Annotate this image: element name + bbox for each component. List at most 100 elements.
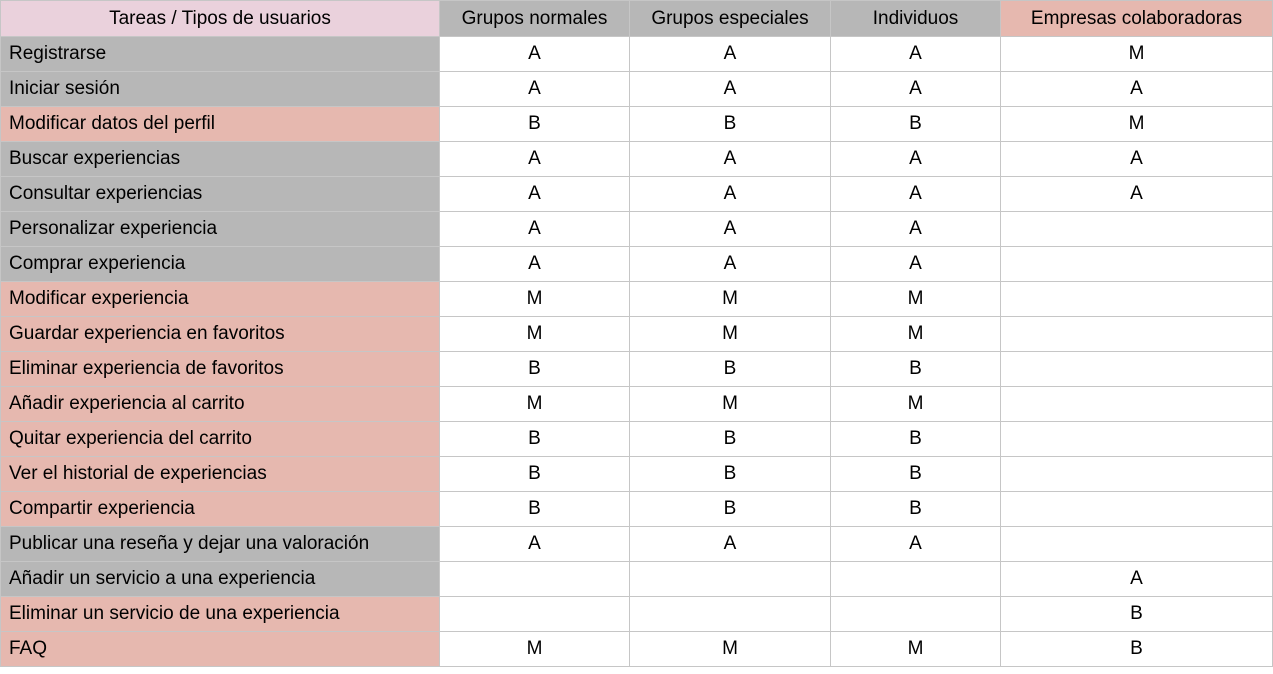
priority-cell: A <box>439 246 630 282</box>
priority-cell: A <box>439 71 630 107</box>
table-row: Ver el historial de experiencias B B B <box>0 456 1273 492</box>
priority-cell <box>1000 386 1273 422</box>
priority-cell <box>1000 351 1273 387</box>
priority-cell: B <box>439 351 630 387</box>
task-label: Personalizar experiencia <box>0 211 440 247</box>
priority-cell <box>629 561 831 597</box>
priority-cell: B <box>439 106 630 142</box>
priority-cell: A <box>629 141 831 177</box>
priority-cell: B <box>629 491 831 527</box>
priority-cell <box>1000 526 1273 562</box>
priority-cell: M <box>1000 36 1273 72</box>
priority-cell: M <box>629 386 831 422</box>
priority-cell: M <box>830 281 1001 317</box>
priority-cell: B <box>439 421 630 457</box>
table-body: Registrarse A A A M Iniciar sesión A A A A Modific… <box>0 36 1273 667</box>
table-row: Guardar experiencia en favoritos M M M <box>0 316 1273 352</box>
task-label: Buscar experiencias <box>0 141 440 177</box>
table-row: FAQ M M M B <box>0 631 1273 667</box>
priority-cell: A <box>439 526 630 562</box>
priority-cell: A <box>830 36 1001 72</box>
priority-cell: B <box>629 106 831 142</box>
task-label: Modificar datos del perfil <box>0 106 440 142</box>
priority-cell <box>1000 246 1273 282</box>
priority-cell: B <box>830 351 1001 387</box>
task-label: Iniciar sesión <box>0 71 440 107</box>
table-row: Eliminar experiencia de favoritos B B B <box>0 351 1273 387</box>
priority-cell: M <box>439 316 630 352</box>
priority-cell: A <box>830 71 1001 107</box>
priority-cell: M <box>629 281 831 317</box>
table-row: Modificar experiencia M M M <box>0 281 1273 317</box>
priority-cell: A <box>830 176 1001 212</box>
priority-cell: A <box>830 211 1001 247</box>
task-label: Guardar experiencia en favoritos <box>0 316 440 352</box>
priority-cell: B <box>830 421 1001 457</box>
priority-cell: M <box>830 631 1001 667</box>
priority-cell: B <box>830 491 1001 527</box>
header-tasks-user-types: Tareas / Tipos de usuarios <box>0 0 440 37</box>
table-row: Registrarse A A A M <box>0 36 1273 72</box>
priority-cell: B <box>629 456 831 492</box>
table-row: Modificar datos del perfil B B B M <box>0 106 1273 142</box>
task-label: FAQ <box>0 631 440 667</box>
priority-cell: A <box>439 211 630 247</box>
table-row: Consultar experiencias A A A A <box>0 176 1273 212</box>
table-row: Publicar una reseña y dejar una valoraci… <box>0 526 1273 562</box>
task-label: Añadir experiencia al carrito <box>0 386 440 422</box>
priority-cell: B <box>1000 596 1273 632</box>
priority-cell: A <box>629 71 831 107</box>
header-column-1: Grupos normales <box>439 0 630 37</box>
priority-cell <box>1000 456 1273 492</box>
priority-cell: B <box>830 106 1001 142</box>
priority-cell <box>1000 421 1273 457</box>
task-label: Quitar experiencia del carrito <box>0 421 440 457</box>
priority-cell: A <box>629 246 831 282</box>
priority-cell: A <box>629 211 831 247</box>
priority-cell: B <box>629 351 831 387</box>
table-row: Comprar experiencia A A A <box>0 246 1273 282</box>
priority-cell: A <box>629 526 831 562</box>
table-row: Personalizar experiencia A A A <box>0 211 1273 247</box>
task-label: Comprar experiencia <box>0 246 440 282</box>
priority-cell <box>1000 211 1273 247</box>
task-label: Añadir un servicio a una experiencia <box>0 561 440 597</box>
task-label: Modificar experiencia <box>0 281 440 317</box>
table-row: Añadir experiencia al carrito M M M <box>0 386 1273 422</box>
priority-cell: A <box>629 176 831 212</box>
priority-cell: M <box>830 316 1001 352</box>
priority-cell <box>1000 491 1273 527</box>
task-label: Compartir experiencia <box>0 491 440 527</box>
priority-cell: A <box>1000 561 1273 597</box>
priority-cell: A <box>439 176 630 212</box>
priority-cell <box>1000 281 1273 317</box>
priority-cell: A <box>1000 176 1273 212</box>
task-label: Ver el historial de experiencias <box>0 456 440 492</box>
task-label: Publicar una reseña y dejar una valoraci… <box>0 526 440 562</box>
priority-cell: M <box>439 631 630 667</box>
header-column-3: Individuos <box>830 0 1001 37</box>
table-row: Buscar experiencias A A A A <box>0 141 1273 177</box>
task-label: Consultar experiencias <box>0 176 440 212</box>
priority-cell: M <box>439 281 630 317</box>
task-label: Eliminar un servicio de una experiencia <box>0 596 440 632</box>
priority-cell <box>439 596 630 632</box>
priority-cell: A <box>830 141 1001 177</box>
priority-cell: M <box>629 316 831 352</box>
priority-cell: M <box>439 386 630 422</box>
priority-cell: A <box>439 141 630 177</box>
priority-cell: B <box>830 456 1001 492</box>
table-row: Compartir experiencia B B B <box>0 491 1273 527</box>
priority-cell <box>830 561 1001 597</box>
header-row: Tareas / Tipos de usuarios Grupos normale… <box>0 0 1273 37</box>
priority-cell <box>629 596 831 632</box>
priority-cell <box>439 561 630 597</box>
table-row: Quitar experiencia del carrito B B B <box>0 421 1273 457</box>
priority-cell: B <box>629 421 831 457</box>
priority-cell: A <box>629 36 831 72</box>
priority-cell <box>1000 316 1273 352</box>
table-row: Añadir un servicio a una experiencia A <box>0 561 1273 597</box>
priority-cell: B <box>439 456 630 492</box>
priority-cell <box>830 596 1001 632</box>
